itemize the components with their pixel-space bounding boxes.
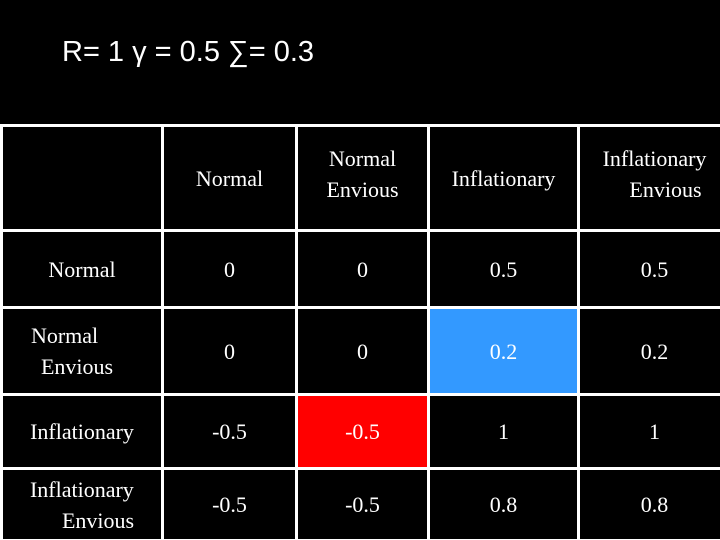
column-header-normal: Normal: [164, 127, 295, 229]
column-header-inflationary-envious: Inflationary Envious: [580, 127, 720, 229]
row-header-text: Inflationary: [29, 476, 134, 502]
table-cell: -0.5: [164, 470, 295, 539]
table-cell: 0: [164, 232, 295, 306]
table-cell: 0.8: [580, 470, 720, 539]
table-cell: -0.5: [164, 396, 295, 467]
row-header-normal-envious: Normal Envious: [3, 309, 161, 393]
table-cell: 0: [164, 309, 295, 393]
row-header-inflationary-envious: Inflationary Envious: [3, 470, 161, 539]
column-header-text: Normal: [195, 165, 264, 191]
payoff-table: Normal Normal Envious Inflationary Infla…: [0, 124, 720, 540]
table-cell: 0: [298, 232, 427, 306]
table-cell: 0.8: [430, 470, 577, 539]
row-header-text: Inflationary: [30, 419, 134, 444]
row-header-text: Normal: [30, 323, 99, 348]
row-header-text: Normal: [48, 256, 116, 282]
column-header-text: Inflationary: [451, 165, 556, 191]
row-header-inflationary: Inflationary: [3, 396, 161, 467]
row-header-normal: Normal: [3, 232, 161, 306]
column-header-text: Normal: [328, 146, 397, 171]
column-header-normal-envious: Normal Envious: [298, 127, 427, 229]
table-cell: 0.2: [580, 309, 720, 393]
table-cell: 0.5: [580, 232, 720, 306]
table-cell: 0.5: [430, 232, 577, 306]
table-cell-highlighted-red: -0.5: [298, 396, 427, 467]
column-header-text: Inflationary: [602, 146, 707, 171]
table-cell: 1: [430, 396, 577, 467]
slide-title: R= 1 γ = 0.5 ∑= 0.3: [62, 36, 315, 68]
table-cell: 0: [298, 309, 427, 393]
column-header-text: Envious: [326, 177, 399, 202]
table-cell: -0.5: [298, 470, 427, 539]
table-cell-highlighted-blue: 0.2: [430, 309, 577, 393]
row-header-text: Envious: [40, 354, 114, 379]
header-corner-cell: [3, 127, 161, 229]
column-header-inflationary: Inflationary: [430, 127, 577, 229]
row-header-text: Envious: [61, 507, 135, 533]
table-cell: 1: [580, 396, 720, 467]
column-header-text: Envious: [629, 177, 702, 202]
